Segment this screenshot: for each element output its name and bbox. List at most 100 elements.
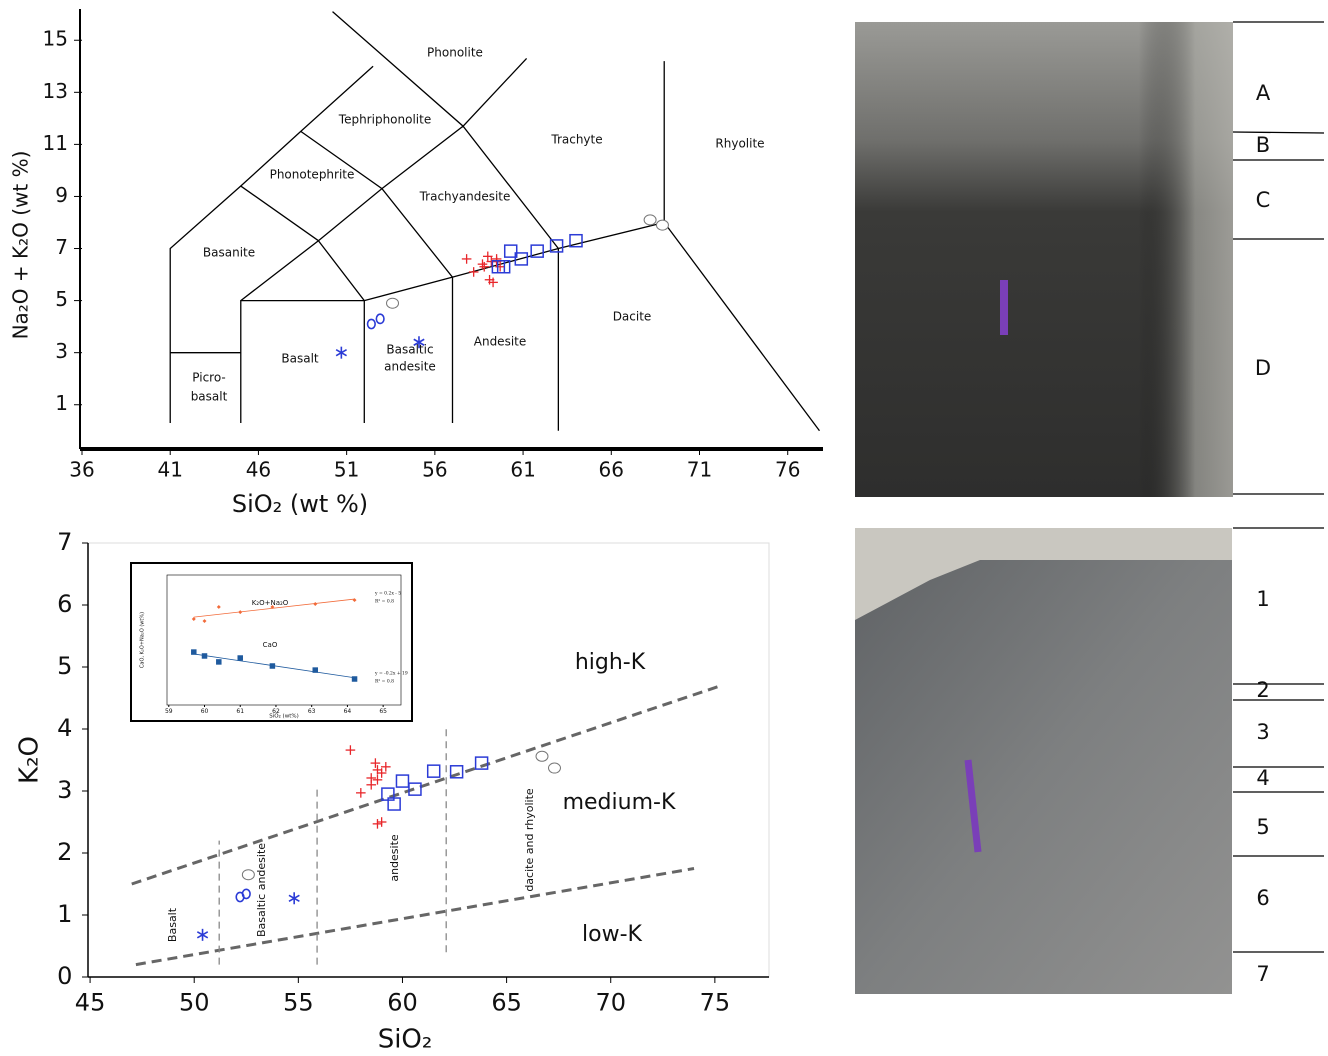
marker-shape <box>238 656 242 660</box>
marker-shape <box>203 654 207 658</box>
pen <box>1000 280 1008 335</box>
marker-shape <box>270 664 274 668</box>
marker-shape <box>376 314 384 323</box>
y-axis-label: Na₂O + K₂O (wt %) <box>9 151 33 340</box>
data-point <box>346 745 356 755</box>
data-point <box>356 788 366 798</box>
x-tick-label: 36 <box>69 458 94 482</box>
y-tick-label: 1 <box>57 900 72 928</box>
field-label: andesite <box>384 360 436 374</box>
y-tick-label: 7 <box>55 235 68 259</box>
field-label: Basanite <box>203 246 255 260</box>
field-boundary <box>241 186 319 241</box>
x-tick-label: 75 <box>700 988 731 1016</box>
x-tick-label: 66 <box>599 458 624 482</box>
layer-label: 3 <box>1256 720 1269 744</box>
data-point <box>336 347 346 359</box>
data-point <box>428 765 440 777</box>
data-point <box>353 677 357 681</box>
marker-shape <box>536 751 548 761</box>
x-tick-label: 55 <box>283 988 314 1016</box>
field-label: Phonotephrite <box>270 168 355 182</box>
field-label: Phonolite <box>427 46 483 60</box>
fit-label: R² = 0.8 <box>375 679 394 685</box>
data-point <box>313 668 317 672</box>
layer-label: 7 <box>1256 962 1269 986</box>
data-point <box>373 775 383 785</box>
data-point <box>377 817 387 827</box>
data-point <box>376 314 384 323</box>
marker-shape <box>387 298 399 308</box>
x-axis-label: SiO₂ (wt %) <box>232 490 368 518</box>
data-point <box>270 664 274 668</box>
y-tick-label: 3 <box>57 776 72 804</box>
field-label: Basaltic <box>386 343 433 357</box>
y-tick-label: 7 <box>57 528 72 556</box>
data-point <box>197 929 207 941</box>
marker-shape <box>644 215 656 225</box>
y-tick-label: 9 <box>55 183 68 207</box>
y-tick-label: 4 <box>57 714 72 742</box>
layer-label: 4 <box>1256 766 1269 790</box>
field-label: Trachyte <box>550 133 602 147</box>
figure: 36414651566166717613579111315SiO₂ (wt %)… <box>0 0 1328 1056</box>
x-tick-label: 41 <box>157 458 182 482</box>
field-boundary <box>241 126 559 300</box>
x-tick-label: 50 <box>179 988 210 1016</box>
data-point <box>373 819 383 829</box>
data-point <box>548 763 560 773</box>
x-tick-label: 63 <box>308 708 316 715</box>
x-tick-label: 71 <box>687 458 712 482</box>
y-tick-label: 5 <box>57 652 72 680</box>
data-point <box>381 762 391 772</box>
field-label: Trachyandesite <box>419 190 511 204</box>
field-label: Tephriphonolite <box>338 113 431 127</box>
photo <box>855 528 1232 994</box>
x-tick-label: 61 <box>510 458 535 482</box>
marker-shape <box>656 220 668 230</box>
y-tick-label: 1 <box>55 391 68 415</box>
x-tick-label: 51 <box>334 458 359 482</box>
field-label: basalt <box>191 390 228 404</box>
series-region-label: andesite <box>388 834 401 882</box>
marker-shape <box>192 650 196 654</box>
layer-label: 5 <box>1256 815 1269 839</box>
series-label: CaO <box>263 641 278 649</box>
field-label: Basalt <box>281 352 319 366</box>
field-label: Picro- <box>192 371 225 385</box>
marker-shape <box>353 677 357 681</box>
data-point <box>242 870 254 880</box>
layer-label: D <box>1255 356 1271 380</box>
marker-shape <box>242 870 254 880</box>
y-tick-label: 15 <box>43 27 68 51</box>
data-point <box>289 892 299 904</box>
data-point <box>368 319 376 328</box>
y-tick-label: 2 <box>57 838 72 866</box>
y-axis-label: CaO, K₂O+Na₂O (wt%) <box>140 612 146 668</box>
x-axis-label: SiO₂ <box>378 1025 433 1055</box>
marker-shape <box>396 775 408 787</box>
layer-label: 2 <box>1256 678 1269 702</box>
series-region-label: Basalt <box>166 907 179 942</box>
series-region-label: medium-K <box>563 790 676 815</box>
field-boundary <box>318 241 364 423</box>
field-label: Rhyolite <box>715 137 764 151</box>
y-axis-label: K₂O <box>15 736 45 784</box>
x-tick-label: 60 <box>201 708 209 715</box>
series-region-label: Basaltic andesite <box>255 843 268 937</box>
x-tick-label: 64 <box>344 708 352 715</box>
x-tick-label: 59 <box>165 708 173 715</box>
layer-label: 1 <box>1256 587 1269 611</box>
x-tick-label: 56 <box>422 458 447 482</box>
data-point <box>462 254 472 264</box>
x-tick-label: 61 <box>236 708 244 715</box>
layer-label: A <box>1256 81 1271 105</box>
x-tick-label: 65 <box>491 988 522 1016</box>
field-boundary <box>333 12 527 127</box>
y-tick-label: 3 <box>55 339 68 363</box>
marker-shape <box>428 765 440 777</box>
fit-label: y = 0.2x - 5 <box>374 591 401 597</box>
data-point <box>366 780 376 790</box>
y-tick-label: 13 <box>43 79 68 103</box>
series-region-label: low-K <box>582 922 643 947</box>
